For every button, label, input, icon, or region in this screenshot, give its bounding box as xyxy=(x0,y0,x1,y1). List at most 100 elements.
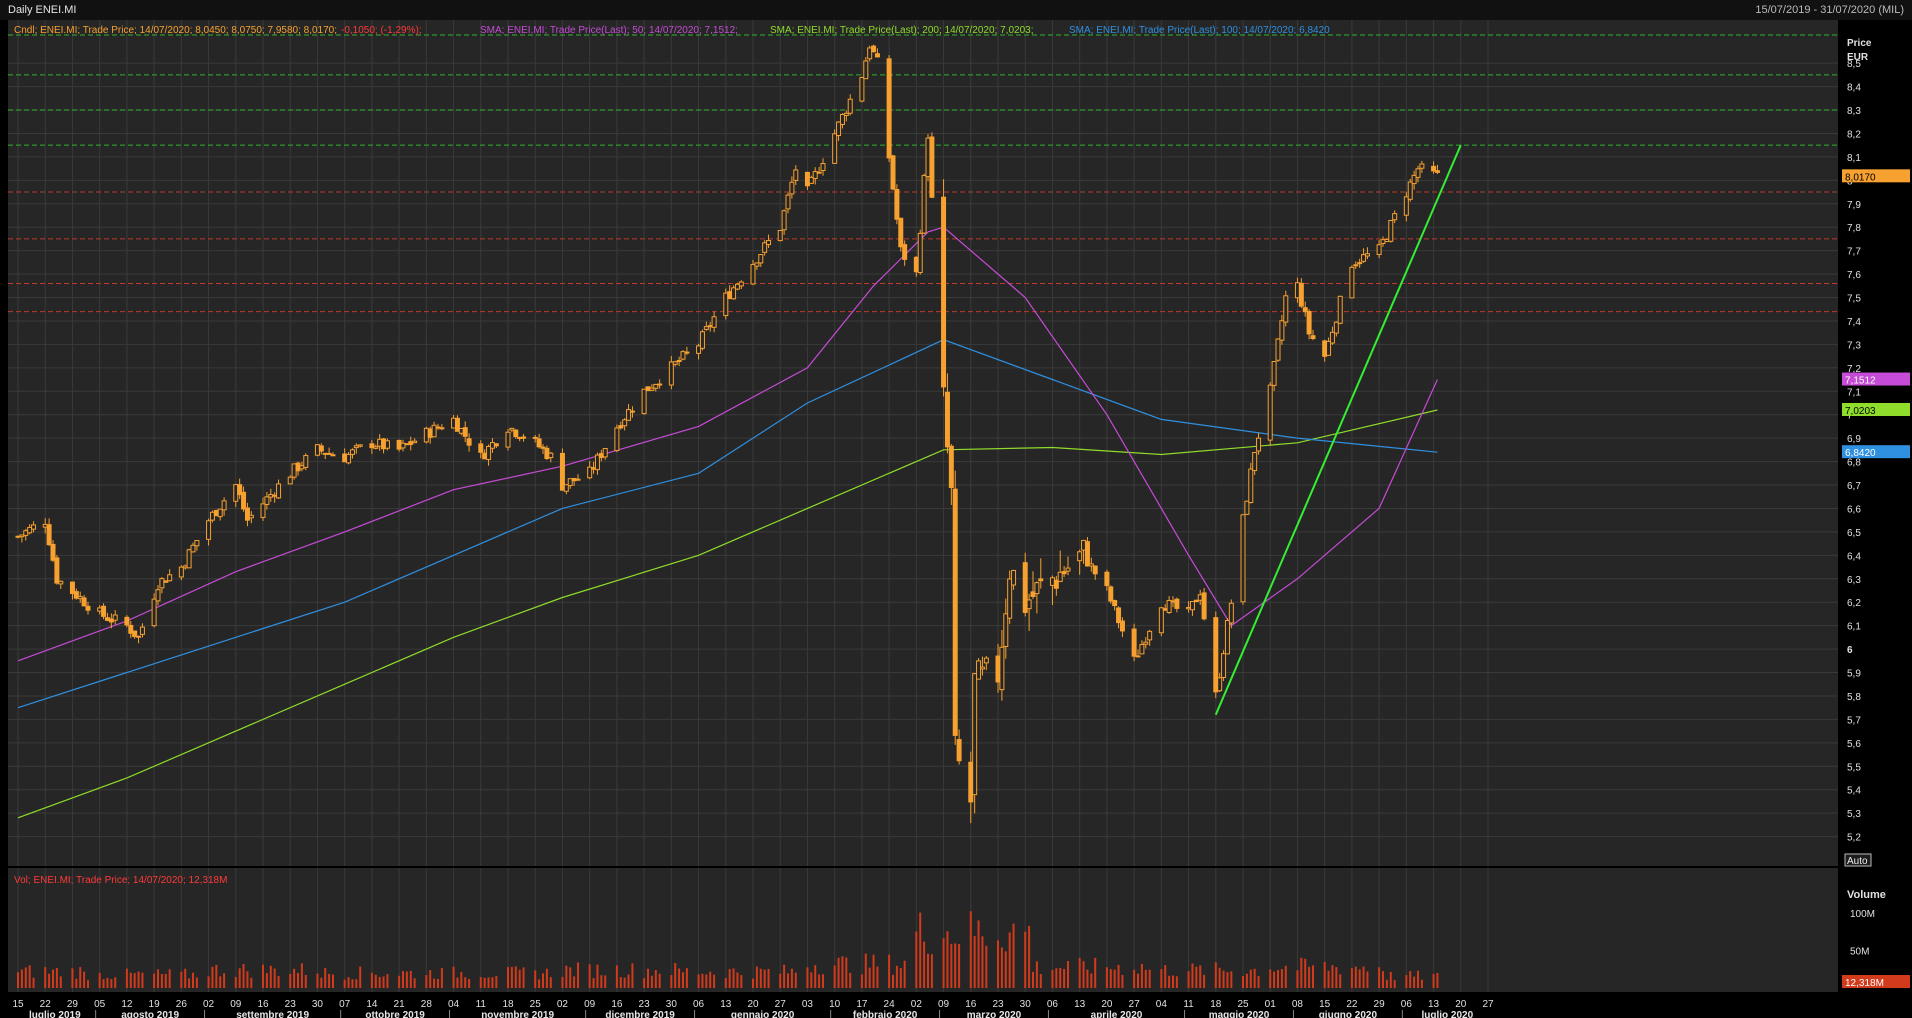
candle-body xyxy=(1104,571,1110,587)
price-tick-label: 5,2 xyxy=(1847,833,1861,844)
candle-body xyxy=(972,673,978,796)
day-tick-label: 30 xyxy=(1020,999,1032,1010)
candle-body xyxy=(151,598,157,627)
candle-body xyxy=(330,454,336,457)
candle-body xyxy=(509,427,515,431)
candle-body xyxy=(1143,641,1149,645)
volume-axis[interactable]: Volume 100M 50M 12,318M xyxy=(1842,889,1910,989)
candle-body xyxy=(832,133,838,164)
day-tick-label: 08 xyxy=(1292,999,1304,1010)
candle-body xyxy=(237,484,243,496)
price-tick-label: 6,7 xyxy=(1847,481,1861,492)
day-tick-label: 09 xyxy=(230,999,242,1010)
price-axis-title: Price xyxy=(1847,38,1872,49)
trendline[interactable] xyxy=(1214,144,1462,716)
candle-body xyxy=(1053,579,1059,589)
candle-body xyxy=(1388,220,1394,242)
candle-body xyxy=(839,113,845,125)
day-tick-label: 16 xyxy=(611,999,623,1010)
sma100-value-label: 6,8420 xyxy=(1845,448,1876,459)
candle-body xyxy=(194,540,200,547)
candle-body xyxy=(1298,282,1304,307)
candle-body xyxy=(941,196,947,388)
candle-body xyxy=(206,520,212,540)
candle-body xyxy=(190,544,196,553)
candle-body xyxy=(221,500,227,511)
candle-body xyxy=(1415,168,1421,178)
month-label: gennaio 2020 xyxy=(731,1010,795,1018)
candle-body xyxy=(653,383,659,389)
candle-body xyxy=(1112,600,1118,607)
candle-body xyxy=(750,263,756,285)
candle-body xyxy=(493,443,499,447)
candle-body xyxy=(1333,321,1339,334)
candle-body xyxy=(1407,181,1413,200)
month-label: luglio 2020 xyxy=(1421,1010,1473,1018)
sma200-value-label: 7,0203 xyxy=(1845,406,1876,417)
day-tick-label: 06 xyxy=(693,999,705,1010)
price-tick-label: 8,5 xyxy=(1847,59,1861,70)
day-tick-label: 15 xyxy=(12,999,24,1010)
date-range[interactable]: 15/07/2019 - 31/07/2020 (MIL) xyxy=(1755,4,1904,16)
candle-body xyxy=(614,427,620,452)
candle-body xyxy=(540,446,546,449)
candle-body xyxy=(785,194,791,210)
candle-body xyxy=(112,614,118,621)
volume-tick-label: 50M xyxy=(1850,947,1869,958)
candle-body xyxy=(863,60,869,80)
candle-body xyxy=(777,229,783,242)
month-label: giugno 2020 xyxy=(1319,1010,1378,1018)
legend-sma100: SMA; ENEI.MI; Trade Price(Last); 100; 14… xyxy=(1069,25,1330,36)
candle-body xyxy=(1248,468,1254,504)
candle-body xyxy=(976,660,982,680)
day-tick-label: 21 xyxy=(394,999,406,1010)
day-tick-label: 09 xyxy=(938,999,950,1010)
candle-body xyxy=(1275,338,1281,361)
day-tick-label: 29 xyxy=(67,999,79,1010)
candle-body xyxy=(723,292,729,317)
candle-body xyxy=(1092,565,1098,575)
day-tick-label: 04 xyxy=(1156,999,1168,1010)
candle-body xyxy=(668,361,674,386)
price-tick-label: 8,2 xyxy=(1847,129,1861,140)
candle-body xyxy=(1403,196,1409,216)
candle-body xyxy=(618,425,624,429)
time-axis[interactable]: 15 22 29 05 12 19 26 02 09 16 23 30 07 14 21 28 04 11 18 25… xyxy=(12,999,1494,1018)
candle-body xyxy=(244,507,250,521)
day-tick-label: 29 xyxy=(1374,999,1386,1010)
candle-body xyxy=(1434,170,1440,173)
price-tick-label: 7,9 xyxy=(1847,200,1861,211)
price-tick-label: 6,5 xyxy=(1847,528,1861,539)
candle-body xyxy=(847,98,853,114)
month-label: novembre 2019 xyxy=(481,1010,554,1018)
day-tick-label: 12 xyxy=(121,999,133,1010)
candle-body xyxy=(462,427,468,437)
candle-body xyxy=(128,624,134,634)
price-axis[interactable]: 5,2 5,3 5,4 5,5 5,6 5,7 5,8 5,9 6 6,1 6,2 6,3 6,4 6,5… xyxy=(1842,38,1910,867)
day-tick-label: 25 xyxy=(530,999,542,1010)
candle-body xyxy=(758,254,764,264)
legend-price: Cndl; ENEI.MI; Trade Price; 14/07/2020; … xyxy=(14,25,337,36)
month-label: marzo 2020 xyxy=(967,1010,1022,1018)
day-tick-label: 20 xyxy=(1101,999,1113,1010)
candle-body xyxy=(132,630,138,637)
candle-body xyxy=(521,436,527,439)
price-tick-label: 6,8 xyxy=(1847,458,1861,469)
candle-body xyxy=(466,438,472,446)
day-tick-label: 10 xyxy=(829,999,841,1010)
day-tick-label: 17 xyxy=(856,999,868,1010)
chart-canvas[interactable]: 5,2 5,3 5,4 5,5 5,6 5,7 5,8 5,9 6 6,1 6,2 6,3 6,4 6,5… xyxy=(0,20,1912,1018)
candle-body xyxy=(1302,307,1308,313)
day-tick-label: 13 xyxy=(1074,999,1086,1010)
candle-body xyxy=(1267,384,1273,441)
candle-body xyxy=(699,331,705,349)
candle-body xyxy=(260,503,266,518)
candle-body xyxy=(384,440,390,449)
candle-body xyxy=(1189,601,1195,611)
candle-body xyxy=(890,155,896,190)
price-panel-background xyxy=(8,20,1838,866)
candle-body xyxy=(921,175,927,234)
candle-body xyxy=(672,361,678,365)
candle-body xyxy=(513,429,519,438)
